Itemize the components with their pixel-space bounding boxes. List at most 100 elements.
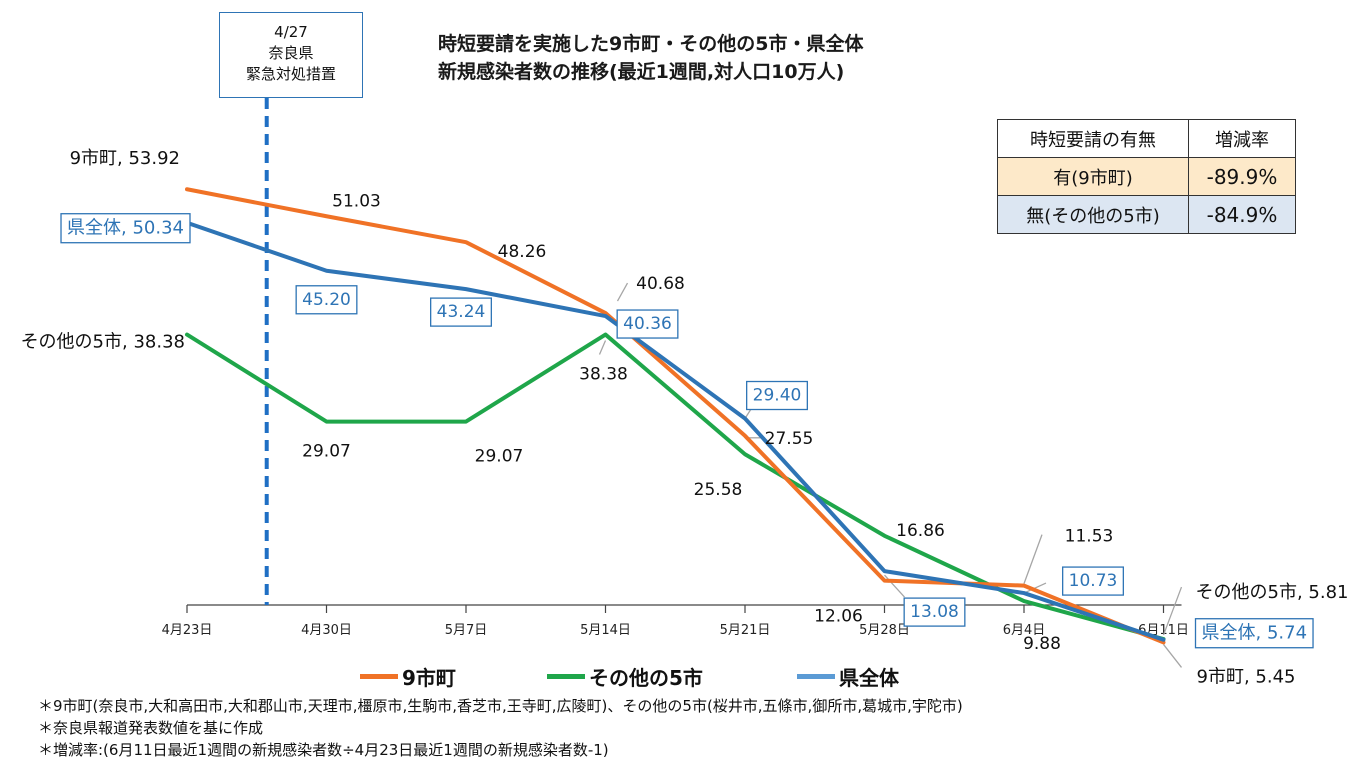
data-label-leader [884,574,905,598]
data-label: 13.08 [903,597,966,627]
legend-label-other-5-cities: その他の5市 [589,666,703,690]
data-label: 9.88 [1023,634,1061,654]
data-label-box [430,297,492,327]
data-label: 10.73 [1062,566,1124,596]
data-label-leader [1162,586,1183,636]
row-no-value: -84.9% [1188,195,1296,234]
data-label-box [295,285,358,315]
x-tick-label: 6月4日 [1003,623,1046,638]
data-label: 9市町, 53.92 [70,148,180,169]
data-label: 43.24 [430,297,492,327]
change-rate-row-yes: 有(9市町) -89.9% [997,157,1296,196]
data-label-text: 16.86 [896,521,945,541]
data-label-box [1062,566,1124,596]
data-label: 29.40 [746,380,808,411]
data-label-text: 13.08 [910,602,959,622]
data-label: 27.55 [765,429,814,449]
data-label-text: 48.26 [498,242,547,262]
data-label: 県全体, 50.34 [60,213,191,244]
data-label-leader [598,340,607,355]
data-label-text: 県全体, 50.34 [67,218,184,239]
data-label-box [746,380,808,411]
data-label: 11.53 [1065,527,1114,547]
event-prefecture: 奈良県 [268,44,314,62]
row-yes-label: 有(9市町) [997,157,1189,196]
series-line [185,187,1166,645]
data-label-box [616,309,679,339]
data-label: その他の5市, 38.38 [21,332,185,353]
data-label-text: 9市町, 5.45 [1197,666,1296,687]
data-label-text: 29.07 [475,447,524,467]
legend-item-other-5-cities: その他の5市 [547,662,703,691]
data-label-text: 40.68 [636,274,685,294]
footnotes: ＊9市町(奈良市,大和高田市,大和郡山市,天理市,橿原市,生駒市,香芝市,王寺町… [38,695,963,761]
chart-title: 時短要請を実施した9市町・その他の5市・県全体 新規感染者数の推移(最近1週間,… [438,30,863,86]
row-yes-value: -89.9% [1188,157,1296,196]
legend-item-prefecture: 県全体 [797,662,899,691]
data-label-text: 10.73 [1069,571,1118,591]
legend-label-9-towns: 9市町 [402,666,456,690]
legend-item-9-towns: 9市町 [360,662,456,691]
legend-swatch-prefecture [797,674,835,679]
data-label: 16.86 [896,521,945,541]
data-label: 40.68 [636,274,685,294]
x-tick-label: 4月30日 [301,623,352,638]
change-rate-row-no: 無(その他の5市) -84.9% [997,195,1296,234]
data-label: 25.58 [694,480,743,500]
data-label-text: 25.58 [694,480,743,500]
data-label-box [1194,618,1314,649]
data-label-text: 県全体, 5.74 [1202,623,1308,644]
data-label: 45.20 [295,285,358,315]
data-label: 12.06 [814,607,863,627]
data-label: 県全体, 5.74 [1194,618,1314,649]
data-label: 40.36 [616,309,679,339]
chart-title-line2: 新規感染者数の推移(最近1週間,対人口10万人) [438,61,845,83]
data-label-text: 27.55 [765,429,814,449]
data-label-text: 29.07 [302,442,351,462]
header-rate: 増減率 [1188,119,1296,158]
header-request: 時短要請の有無 [997,119,1189,158]
data-label-box [903,597,966,627]
data-label: 29.07 [475,447,524,467]
data-label-text: その他の5市, 5.81 [1196,582,1349,603]
data-label: 9市町, 5.45 [1197,666,1296,687]
x-tick-label: 5月21日 [720,623,771,638]
legend-swatch-9-towns [360,674,398,679]
data-label-text: 12.06 [814,607,863,627]
footnote-source: ＊奈良県報道発表数値を基に作成 [38,719,264,737]
data-label-text: 38.38 [579,365,628,385]
footnote-rate-formula: ＊増減率:(6月11日最近1週間の新規感染者数÷4月23日最近1週間の新規感染者… [38,741,609,759]
row-no-label: 無(その他の5市) [997,195,1189,234]
data-label-text: 29.40 [753,386,802,406]
data-label-text: 51.03 [332,191,381,211]
event-annotation-box: 4/27 奈良県 緊急対処措置 [219,12,363,98]
data-label: 51.03 [332,191,381,211]
legend-label-prefecture: 県全体 [839,666,899,690]
data-label: その他の5市, 5.81 [1196,582,1349,603]
data-label-text: 45.20 [302,290,351,310]
x-tick-label: 5月28日 [859,623,910,638]
series-line [185,220,1166,642]
data-label-box [60,213,191,244]
event-measure: 緊急対処措置 [245,65,336,83]
legend-swatch-other-5-cities [547,674,585,679]
data-label-text: 9.88 [1023,634,1061,654]
data-label-text: 9市町, 53.92 [70,148,180,169]
data-label-text: 11.53 [1065,527,1114,547]
data-label-text: その他の5市, 38.38 [21,332,185,353]
data-label: 38.38 [579,365,628,385]
data-label: 48.26 [498,242,547,262]
change-rate-table: 時短要請の有無 増減率 有(9市町) -89.9% 無(その他の5市) -84.… [997,119,1296,234]
data-label-leader [1162,644,1183,668]
data-label-leader [1023,534,1043,584]
data-label-leader [616,282,629,302]
footnote-municipalities: ＊9市町(奈良市,大和高田市,大和郡山市,天理市,橿原市,生駒市,香芝市,王寺町… [38,697,963,715]
x-tick-label: 4月23日 [162,623,213,638]
data-label-text: 43.24 [437,302,486,322]
chart-title-line1: 時短要請を実施した9市町・その他の5市・県全体 [438,33,864,55]
data-label-text: 40.36 [623,314,672,334]
x-tick-label: 5月7日 [445,623,488,638]
x-tick-label: 5月14日 [580,623,631,638]
event-date: 4/27 [274,23,308,41]
